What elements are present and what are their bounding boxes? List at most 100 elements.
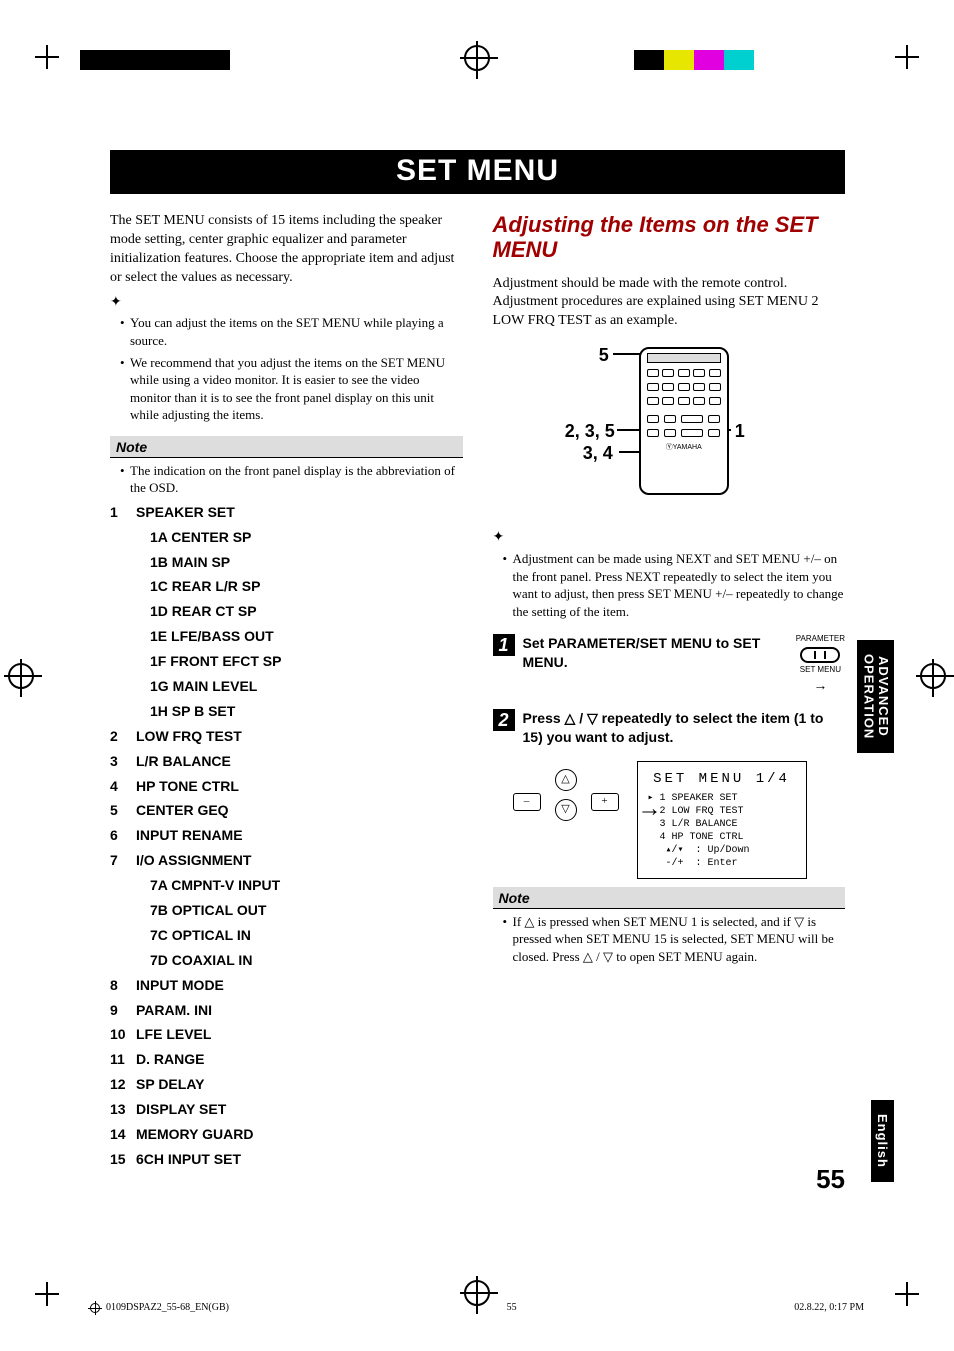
tip-icon-right: ✦ [493, 529, 846, 548]
menu-item: 5CENTER GEQ [110, 801, 463, 820]
remote-brand: ⓎYAMAHA [641, 443, 727, 452]
menu-subitem: 7B OPTICAL OUT [150, 901, 463, 920]
tip-item: You can adjust the items on the SET MENU… [120, 314, 463, 349]
step-2-text: Press △ / ▽ repeatedly to select the ite… [523, 709, 846, 747]
tri-up-1: △ [565, 710, 576, 726]
menu-subitem: 1D REAR CT SP [150, 602, 463, 621]
callout-1: 1 [735, 419, 745, 443]
footer-mid: 55 [507, 1302, 517, 1313]
left-note-bullet: The indication on the front panel displa… [120, 462, 463, 497]
menu-sublist: 7A CMPNT-V INPUT 7B OPTICAL OUT 7C OPTICAL… [150, 876, 463, 970]
registration-right [920, 663, 946, 689]
right-note-bullet: If △ is pressed when SET MENU 1 is selec… [503, 913, 846, 966]
crop-bottom-left [35, 1282, 59, 1306]
menu-item: 3L/R BALANCE [110, 752, 463, 771]
switch-label-bottom: SET MENU [796, 665, 845, 676]
callout-1-text: 1 [735, 421, 745, 441]
crop-top-right [895, 45, 919, 69]
note-label-text: Note [112, 439, 151, 455]
left-tips-list: You can adjust the items on the SET MENU… [110, 314, 463, 423]
tip-item: We recommend that you adjust the items o… [120, 354, 463, 424]
menu-item: 4HP TONE CTRL [110, 777, 463, 796]
footer-meta: 0109DSPAZ2_55-68_EN(GB) 55 02.8.22, 0:17… [90, 1302, 864, 1313]
menu-subitem: 1A CENTER SP [150, 528, 463, 547]
tri-down-2: ▽ [794, 914, 804, 929]
menu-subitem: 1E LFE/BASS OUT [150, 627, 463, 646]
osd-row: -/+ : Enter [648, 857, 796, 870]
down-button-icon: ▽ [555, 799, 577, 821]
menu-subitem: 1G MAIN LEVEL [150, 677, 463, 696]
side-tab-line2: OPERATION [862, 654, 877, 739]
callout-34-text: 3, 4 [583, 443, 613, 463]
rn-a: If [513, 914, 525, 929]
left-column: The SET MENU consists of 15 items includ… [110, 212, 463, 1175]
menu-item: 1SPEAKER SET [110, 503, 463, 522]
tri-up-3: △ [583, 949, 593, 964]
tri-up-2: △ [524, 914, 534, 929]
step2-a: Press [523, 710, 565, 726]
switch-label-top: PARAMETER [796, 634, 845, 645]
step-1: 1 Set PARAMETER/SET MENU to SET MENU. PA… [493, 634, 846, 694]
osd-title: SET MENU 1/4 [648, 770, 796, 788]
callout-235: 2, 3, 5 [565, 419, 615, 443]
menu-subitem: 7C OPTICAL IN [150, 926, 463, 945]
osd-row: ▸ 1 SPEAKER SET [648, 792, 796, 805]
osd-row: 3 L/R BALANCE [648, 818, 796, 831]
parameter-switch-diagram: PARAMETER SET MENU → [796, 634, 845, 694]
note-label-right: Note [493, 887, 846, 909]
footer-right: 02.8.22, 0:17 PM [794, 1302, 864, 1313]
menu-item: 7I/O ASSIGNMENT [110, 851, 463, 870]
step-1-number: 1 [493, 634, 515, 656]
menu-item: 2LOW FRQ TEST [110, 727, 463, 746]
tri-down-1: ▽ [587, 710, 598, 726]
right-intro: Adjustment should be made with the remot… [493, 275, 846, 332]
right-heading: Adjusting the Items on the SET MENU [493, 212, 846, 263]
page-number: 55 [816, 1164, 845, 1195]
up-button-icon: △ [555, 769, 577, 791]
menu-item: 11D. RANGE [110, 1050, 463, 1069]
menu-item: 6INPUT RENAME [110, 826, 463, 845]
menu-item: 9PARAM. INI [110, 1001, 463, 1020]
arrow-icon: → [638, 793, 662, 825]
osd-screen: SET MENU 1/4 ▸ 1 SPEAKER SET 2 LOW FRQ T… [637, 761, 807, 879]
plus-button-icon: + [591, 793, 619, 811]
menu-subitem: 7A CMPNT-V INPUT [150, 876, 463, 895]
step2-b: / [575, 710, 587, 726]
menu-item: 10LFE LEVEL [110, 1025, 463, 1044]
note-label-right-text: Note [495, 890, 534, 906]
menu-item: 8INPUT MODE [110, 976, 463, 995]
page-title-banner: SET MENU [110, 150, 845, 194]
step-2: 2 Press △ / ▽ repeatedly to select the i… [493, 709, 846, 747]
menu-item: 13DISPLAY SET [110, 1100, 463, 1119]
left-note-list: The indication on the front panel displa… [110, 462, 463, 497]
menu-subitem: 1B MAIN SP [150, 553, 463, 572]
osd-row: 4 HP TONE CTRL [648, 831, 796, 844]
remote-diagram: 5 2, 3, 5 3, 4 1 [579, 343, 759, 513]
callout-34: 3, 4 [583, 441, 613, 465]
right-note-list: If △ is pressed when SET MENU 1 is selec… [493, 913, 846, 966]
callout-235-text: 2, 3, 5 [565, 421, 615, 441]
rn-b: is pressed when SET MENU 1 is selected, … [534, 914, 794, 929]
remote-body: ⓎYAMAHA [639, 347, 729, 495]
registration-left [8, 663, 34, 689]
callout-5-text: 5 [599, 345, 609, 365]
menu-item: 12SP DELAY [110, 1075, 463, 1094]
menu-subitem: 1H SP B SET [150, 702, 463, 721]
tip-icon: ✦ [110, 294, 463, 313]
callout-5: 5 [599, 343, 609, 367]
menu-item: 156CH INPUT SET [110, 1150, 463, 1169]
menu-subitem: 7D COAXIAL IN [150, 951, 463, 970]
switch-box [800, 647, 840, 663]
page-content: SET MENU The SET MENU consists of 15 ite… [110, 150, 845, 1175]
menu-sublist: 1A CENTER SP 1B MAIN SP 1C REAR L/R SP 1D R… [150, 528, 463, 721]
colorbar-right [634, 50, 874, 70]
set-menu-list: 1SPEAKER SET 1A CENTER SP 1B MAIN SP 1C REA… [110, 503, 463, 1169]
menu-item: 14MEMORY GUARD [110, 1125, 463, 1144]
side-tab-line1: ADVANCED [876, 656, 891, 737]
note-label-left: Note [110, 436, 463, 458]
switch-arrow: → [796, 676, 845, 695]
minus-button-icon: – [513, 793, 541, 811]
right-tip-list: Adjustment can be made using NEXT and SE… [493, 550, 846, 620]
menu-subitem: 1C REAR L/R SP [150, 577, 463, 596]
crop-bottom-right [895, 1282, 919, 1306]
